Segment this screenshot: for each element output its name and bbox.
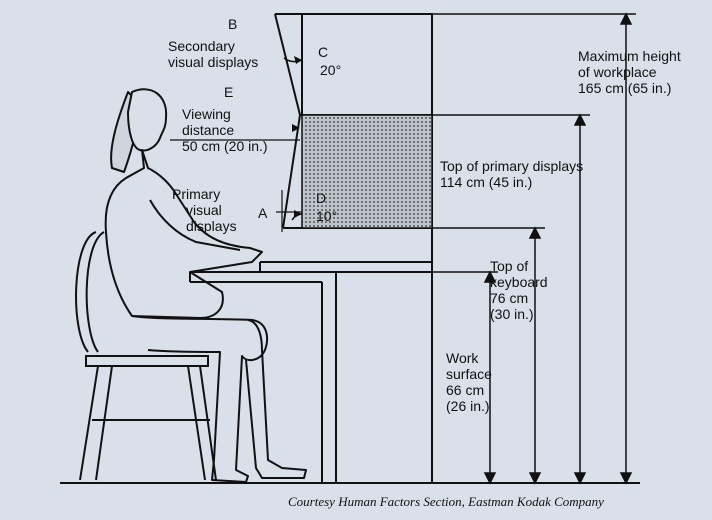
label-viewing-distance: Viewing distance 50 cm (20 in.): [182, 106, 268, 154]
arrows: [292, 56, 302, 218]
label-a: A: [258, 205, 268, 221]
work-surface: [189, 261, 432, 483]
angle-arcs: [283, 57, 303, 221]
label-e: E: [224, 84, 234, 100]
label-b: B: [228, 16, 238, 32]
image-credit: Courtesy Human Factors Section, Eastman …: [288, 494, 604, 509]
primary-display-panel: [301, 114, 433, 229]
dimension-lines: [432, 12, 636, 485]
label-top-keyboard: Top of keyboard 76 cm (30 in.): [490, 258, 548, 322]
label-max-height: Maximum height of workplace 165 cm (65 i…: [578, 48, 681, 96]
chair: [75, 231, 217, 481]
label-d-angle: 10°: [316, 208, 338, 224]
label-d: D: [316, 190, 327, 206]
label-secondary-displays: Secondary visual displays: [168, 38, 259, 70]
label-primary-displays: Primary visual displays: [172, 186, 237, 234]
label-c-angle: 20°: [320, 62, 342, 78]
label-c: C: [318, 44, 329, 60]
label-work-surface: Work surface 66 cm (26 in.): [446, 350, 492, 414]
label-top-primary: Top of primary displays 114 cm (45 in.): [440, 158, 584, 190]
console-cabinet: [274, 13, 433, 483]
operator-figure: [104, 88, 307, 483]
